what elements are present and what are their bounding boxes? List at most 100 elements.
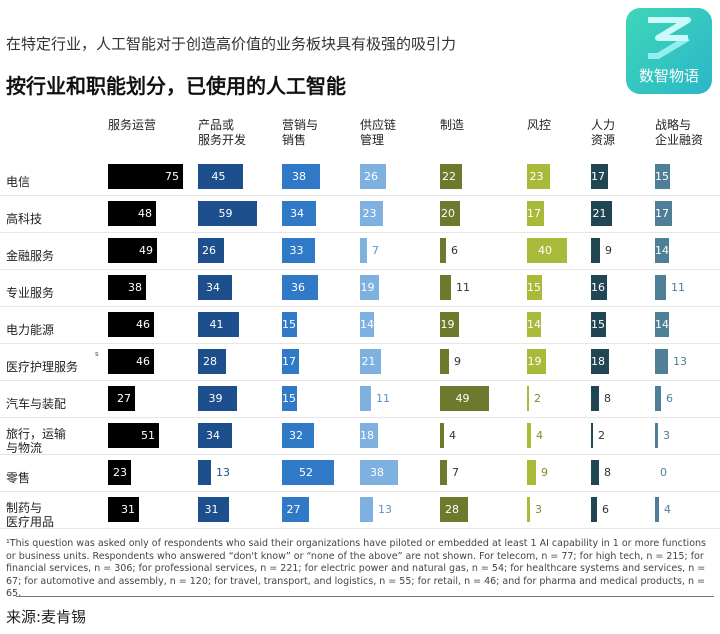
row-divider [0, 269, 720, 270]
bar [282, 275, 318, 300]
bar [108, 164, 183, 189]
data-label: 34 [206, 429, 220, 442]
data-label: 45 [211, 170, 226, 183]
bar [360, 312, 374, 337]
bar [591, 497, 597, 522]
data-label: 17 [591, 170, 605, 183]
bar [108, 460, 131, 485]
row-divider [0, 417, 720, 418]
bar [440, 164, 462, 189]
data-label: 38 [292, 170, 306, 183]
bar [440, 238, 446, 263]
bar [360, 423, 378, 448]
row-divider [0, 454, 720, 455]
data-label: 27 [117, 392, 131, 405]
bar [198, 238, 224, 263]
bar [108, 423, 159, 448]
data-label: 14 [655, 318, 669, 331]
row-divider [0, 343, 720, 344]
data-label: 13 [378, 503, 392, 516]
row-label: 专业服务 [6, 286, 55, 300]
bar [282, 460, 334, 485]
bar [591, 460, 599, 485]
row-label: 金融服务 [6, 249, 55, 263]
bar [198, 460, 211, 485]
data-label: 21 [361, 355, 376, 368]
subtitle: 在特定行业，人工智能对于创造高价值的业务板块具有极强的吸引力 [6, 35, 457, 53]
row-divider [0, 232, 720, 233]
data-label: 18 [591, 355, 605, 368]
data-label: 33 [289, 244, 304, 257]
data-label: 48 [138, 207, 152, 220]
data-label: 3 [535, 503, 542, 516]
bar [440, 312, 459, 337]
data-label: 22 [442, 170, 456, 183]
bar [591, 164, 608, 189]
data-label: 75 [165, 170, 179, 183]
bar [591, 275, 607, 300]
column-header: 供应链 管理 [360, 118, 397, 147]
data-label: 28 [203, 355, 217, 368]
logo: 数智物语 [626, 8, 712, 94]
data-label: 17 [655, 207, 669, 220]
bar [360, 164, 386, 189]
data-label: 31 [121, 503, 135, 516]
bar [655, 497, 659, 522]
bar [198, 312, 239, 337]
bar [655, 312, 669, 337]
logo-text: 数智物语 [638, 67, 699, 85]
bar [360, 349, 381, 374]
column-header: 营销与 销售 [282, 118, 319, 147]
source: 来源:麦肯锡 [6, 608, 87, 626]
row-divider [0, 306, 720, 307]
bar [440, 423, 444, 448]
footnote: ¹This question was asked only of respond… [6, 538, 706, 599]
bar [198, 201, 257, 226]
data-label: 49 [455, 392, 470, 405]
bar [282, 349, 299, 374]
column-header: 战略与 企业融资 [655, 118, 704, 147]
bar [282, 497, 309, 522]
bar [527, 275, 542, 300]
data-label: 6 [666, 392, 673, 405]
bar [655, 201, 672, 226]
chart-title: 按行业和职能划分，已使用的人工智能 [6, 74, 346, 98]
bar [527, 238, 567, 263]
data-label: 46 [136, 318, 150, 331]
data-label: 15 [282, 392, 296, 405]
bar [198, 386, 237, 411]
data-label: 8 [604, 392, 611, 405]
data-label: 6 [451, 244, 458, 257]
data-label: 28 [445, 503, 459, 516]
bar [282, 312, 297, 337]
data-label: 46 [136, 355, 150, 368]
row-label: 汽车与装配 [6, 397, 67, 411]
bar [440, 349, 449, 374]
data-label: 21 [592, 207, 607, 220]
bar [108, 201, 156, 226]
data-label: 11 [456, 281, 470, 294]
bar [440, 460, 447, 485]
data-label: 26 [364, 170, 378, 183]
bar [527, 201, 544, 226]
bar [591, 349, 609, 374]
data-label: 39 [208, 392, 223, 405]
data-label: 19 [440, 318, 455, 331]
bar [360, 201, 383, 226]
data-label: 59 [218, 207, 233, 220]
bar [527, 164, 550, 189]
data-label: 9 [605, 244, 612, 257]
column-header: 制造 [440, 118, 465, 132]
row-label: 旅行，运输 与物流 [6, 427, 67, 455]
data-label: 11 [671, 281, 685, 294]
bar [440, 201, 460, 226]
data-label: 23 [362, 207, 377, 220]
data-label: 13 [216, 466, 230, 479]
data-label: 14 [527, 318, 541, 331]
bar [282, 201, 316, 226]
row-divider [0, 491, 720, 492]
data-label: 16 [591, 281, 605, 294]
divider [16, 596, 714, 597]
bar [655, 164, 670, 189]
bar [108, 386, 135, 411]
